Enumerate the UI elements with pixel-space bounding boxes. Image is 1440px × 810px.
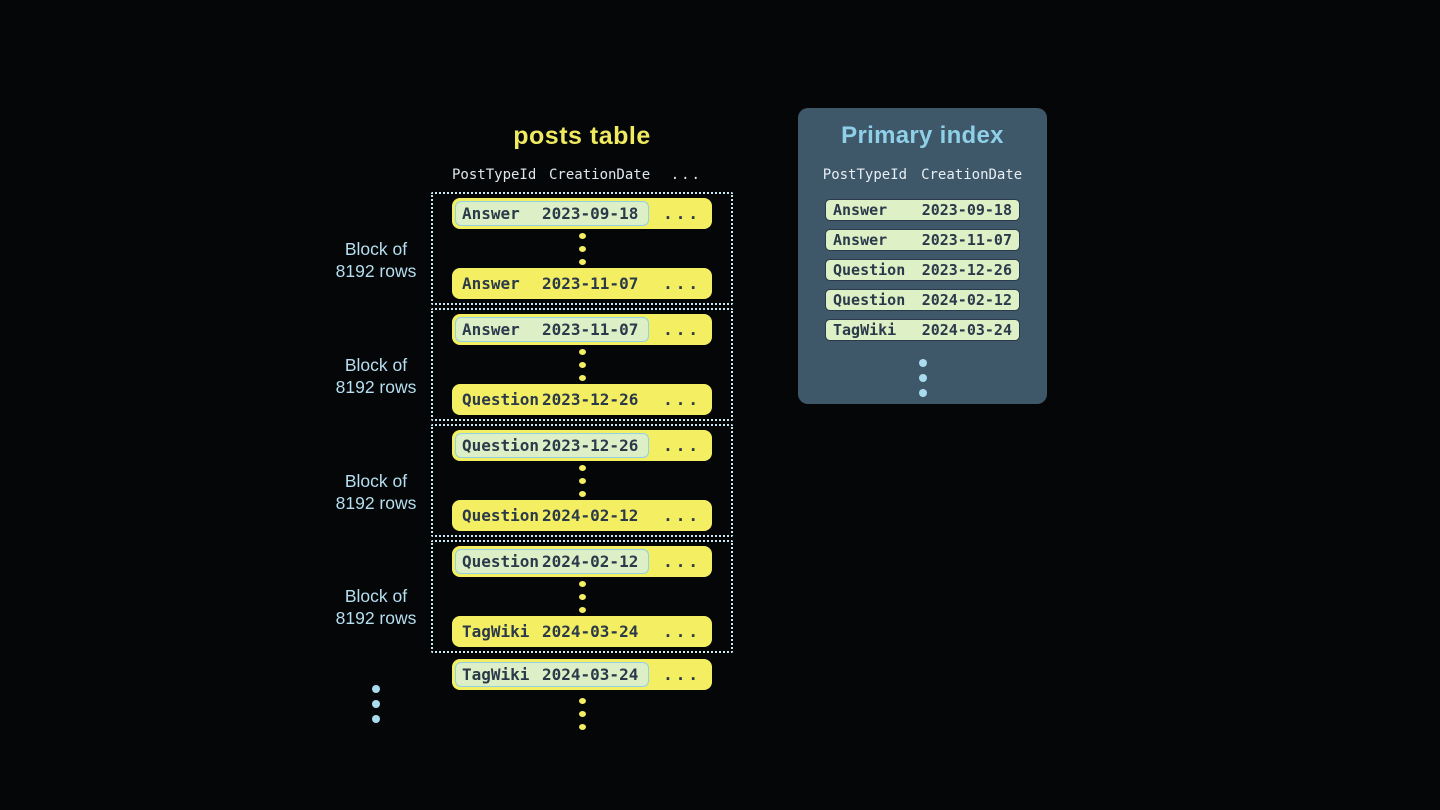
index-entry: Question 2024-02-12 bbox=[825, 289, 1020, 311]
block-label-2: Block of 8192 rows bbox=[316, 355, 436, 398]
posts-table-blocks: Answer 2023-09-18 ... Answer 2023-11-07 … bbox=[431, 192, 733, 656]
row-cells: Answer 2023-11-07 bbox=[455, 271, 649, 296]
vertical-ellipsis-yellow bbox=[452, 577, 712, 616]
table-row: TagWiki 2024-03-24 ... bbox=[452, 659, 712, 690]
posts-table-column-headers: PostTypeId CreationDate ... bbox=[452, 167, 712, 183]
cell-creationdate: 2024-02-12 bbox=[542, 552, 639, 571]
cell-creationdate: 2023-09-18 bbox=[542, 204, 639, 223]
cell-creationdate: 2023-12-26 bbox=[542, 390, 639, 409]
cell-posttypeid: Answer bbox=[462, 204, 520, 223]
indexed-row-highlight: Question 2023-12-26 bbox=[455, 433, 649, 458]
cell-creationdate: 2024-03-24 bbox=[542, 665, 639, 684]
posts-table-title: posts table bbox=[513, 122, 651, 150]
index-entry: Answer 2023-11-07 bbox=[825, 229, 1020, 251]
cell-creationdate: 2024-02-12 bbox=[921, 291, 1012, 309]
row-more-ellipsis: ... bbox=[663, 552, 701, 571]
cell-posttypeid: Question bbox=[462, 506, 540, 525]
row-cells: Question 2024-02-12 bbox=[455, 503, 649, 528]
table-row: Question 2024-02-12 ... bbox=[452, 546, 712, 577]
cell-creationdate: 2024-03-24 bbox=[542, 622, 639, 641]
index-entry: Answer 2023-09-18 bbox=[825, 199, 1020, 221]
index-continues-ellipsis-blue bbox=[798, 355, 1047, 400]
posts-block-2: Answer 2023-11-07 ... Question 2023-12-2… bbox=[431, 308, 733, 421]
header-creationdate: CreationDate bbox=[549, 167, 651, 183]
primary-index-panel: Primary index PostTypeId CreationDate An… bbox=[798, 108, 1047, 404]
cell-posttypeid: Question bbox=[462, 552, 540, 571]
primary-index-rows: Answer 2023-09-18 Answer 2023-11-07 Ques… bbox=[798, 199, 1047, 349]
cell-posttypeid: Question bbox=[462, 436, 540, 455]
block-label-line2: 8192 rows bbox=[335, 260, 417, 281]
block-label-line2: 8192 rows bbox=[335, 607, 417, 628]
row-more-ellipsis: ... bbox=[663, 506, 701, 525]
row-more-ellipsis: ... bbox=[663, 665, 701, 684]
table-row: TagWiki 2024-03-24 ... bbox=[452, 616, 712, 647]
header-posttypeid: PostTypeId bbox=[822, 167, 908, 183]
cell-creationdate: 2023-12-26 bbox=[921, 261, 1012, 279]
row-more-ellipsis: ... bbox=[663, 204, 701, 223]
indexed-row-highlight: Answer 2023-09-18 bbox=[455, 201, 649, 226]
blocks-continue-ellipsis-blue bbox=[361, 681, 391, 726]
cell-creationdate: 2023-12-26 bbox=[542, 436, 639, 455]
cell-posttypeid: Answer bbox=[833, 201, 888, 219]
cell-creationdate: 2023-11-07 bbox=[921, 231, 1012, 249]
table-row: Question 2023-12-26 ... bbox=[452, 430, 712, 461]
row-cells: TagWiki 2024-03-24 bbox=[455, 619, 649, 644]
cell-posttypeid: Question bbox=[462, 390, 540, 409]
table-row: Question 2023-12-26 ... bbox=[452, 384, 712, 415]
block-label-line1: Block of bbox=[344, 239, 408, 259]
row-more-ellipsis: ... bbox=[663, 436, 701, 455]
indexed-row-highlight: Answer 2023-11-07 bbox=[455, 317, 649, 342]
cell-creationdate: 2024-03-24 bbox=[921, 321, 1012, 339]
next-block-first-row: TagWiki 2024-03-24 ... bbox=[452, 659, 712, 690]
block-label-4: Block of 8192 rows bbox=[316, 586, 436, 629]
header-creationdate: CreationDate bbox=[921, 167, 1023, 183]
indexed-row-highlight: Question 2024-02-12 bbox=[455, 549, 649, 574]
cell-posttypeid: Answer bbox=[462, 274, 520, 293]
block-label-line2: 8192 rows bbox=[335, 492, 417, 513]
primary-index-title: Primary index bbox=[841, 122, 1004, 149]
header-posttypeid: PostTypeId bbox=[452, 167, 537, 183]
block-label-line1: Block of bbox=[344, 355, 408, 375]
cell-posttypeid: Answer bbox=[462, 320, 520, 339]
table-continues-ellipsis-yellow bbox=[567, 694, 597, 733]
block-label-1: Block of 8192 rows bbox=[316, 239, 436, 282]
block-label-line1: Block of bbox=[344, 471, 408, 491]
row-more-ellipsis: ... bbox=[663, 622, 701, 641]
cell-posttypeid: Question bbox=[833, 261, 906, 279]
vertical-ellipsis-yellow bbox=[452, 229, 712, 268]
row-more-ellipsis: ... bbox=[663, 274, 701, 293]
row-more-ellipsis: ... bbox=[663, 390, 701, 409]
block-label-line1: Block of bbox=[344, 586, 408, 606]
cell-creationdate: 2023-11-07 bbox=[542, 320, 639, 339]
posts-block-3: Question 2023-12-26 ... Question 2024-02… bbox=[431, 424, 733, 537]
row-more-ellipsis: ... bbox=[663, 320, 701, 339]
table-row: Question 2024-02-12 ... bbox=[452, 500, 712, 531]
cell-posttypeid: TagWiki bbox=[833, 321, 897, 339]
row-cells: Question 2023-12-26 bbox=[455, 387, 649, 412]
header-more-columns-ellipsis: ... bbox=[670, 167, 702, 183]
primary-index-column-headers: PostTypeId CreationDate bbox=[798, 167, 1047, 183]
cell-posttypeid: TagWiki bbox=[462, 665, 530, 684]
cell-posttypeid: Question bbox=[833, 291, 906, 309]
posts-block-4: Question 2024-02-12 ... TagWiki 2024-03-… bbox=[431, 540, 733, 653]
table-row: Answer 2023-11-07 ... bbox=[452, 268, 712, 299]
table-row: Answer 2023-09-18 ... bbox=[452, 198, 712, 229]
cell-creationdate: 2023-09-18 bbox=[921, 201, 1012, 219]
index-entry: Question 2023-12-26 bbox=[825, 259, 1020, 281]
block-label-line2: 8192 rows bbox=[335, 376, 417, 397]
cell-posttypeid: TagWiki bbox=[462, 622, 530, 641]
index-entry: TagWiki 2024-03-24 bbox=[825, 319, 1020, 341]
vertical-ellipsis-yellow bbox=[452, 345, 712, 384]
cell-creationdate: 2023-11-07 bbox=[542, 274, 639, 293]
cell-posttypeid: Answer bbox=[833, 231, 888, 249]
cell-creationdate: 2024-02-12 bbox=[542, 506, 639, 525]
vertical-ellipsis-yellow bbox=[452, 461, 712, 500]
table-row: Answer 2023-11-07 ... bbox=[452, 314, 712, 345]
indexed-row-highlight: TagWiki 2024-03-24 bbox=[455, 662, 649, 687]
posts-block-1: Answer 2023-09-18 ... Answer 2023-11-07 … bbox=[431, 192, 733, 305]
block-label-3: Block of 8192 rows bbox=[316, 471, 436, 514]
